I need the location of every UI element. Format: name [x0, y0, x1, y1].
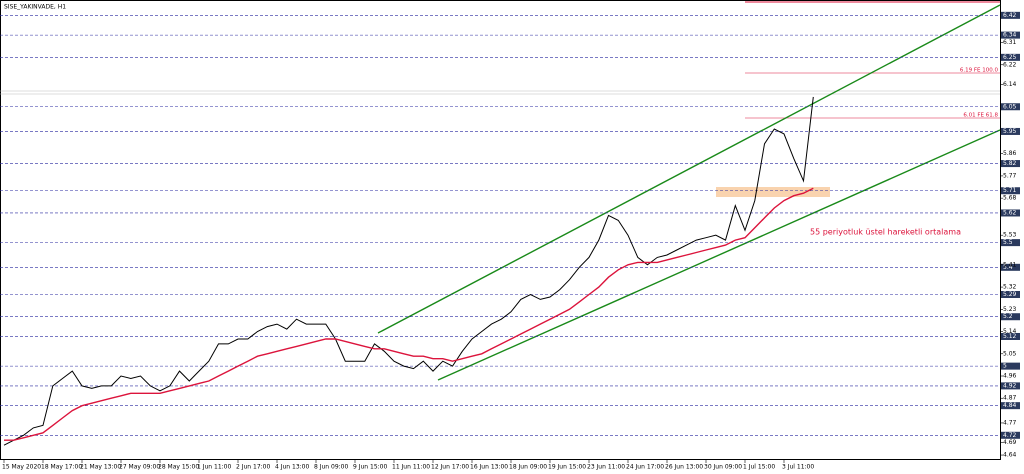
x-tick-label: 11 Jun 11:00	[392, 464, 430, 471]
y-tick-label: 6.14	[1003, 81, 1017, 88]
y-tick-label: 5.14	[1003, 328, 1017, 335]
x-tick-label: 19 Jun 15:00	[548, 464, 586, 471]
y-tick-box	[1001, 31, 1020, 39]
y-tick-box	[1001, 263, 1020, 271]
fib-label: 6.19 FE 100.0	[960, 68, 999, 74]
y-tick-label: 5.82	[1003, 160, 1017, 167]
chart-title: SISE_YAKINVADE, H1	[4, 4, 66, 11]
y-tick-label: 4.87	[1003, 395, 1017, 402]
y-tick-label: 5.2	[1003, 313, 1013, 320]
y-tick-box	[1001, 332, 1020, 340]
y-tick-box	[1001, 127, 1020, 135]
y-tick-label: 5.86	[1003, 150, 1017, 157]
y-tick-box	[1001, 382, 1020, 390]
y-tick-box	[1001, 402, 1020, 410]
x-tick-label: 28 May 15:00	[158, 464, 199, 471]
y-tick-box	[1001, 290, 1020, 298]
y-tick-label: 5.53	[1003, 232, 1017, 239]
series-line	[4, 187, 814, 441]
y-tick-label: 5.32	[1003, 284, 1017, 291]
y-tick-label: 4.96	[1003, 373, 1017, 380]
x-tick-label: 16 Jun 13:00	[470, 464, 508, 471]
y-tick-label: 6.25	[1003, 54, 1017, 61]
channel-line	[437, 129, 1001, 381]
y-tick-box	[1001, 362, 1020, 370]
y-tick-box	[1001, 11, 1020, 19]
x-tick-label: 4 Jun 13:00	[275, 464, 309, 471]
y-tick-label: 5	[1003, 363, 1007, 370]
x-tick-label: 1 Jun 11:00	[197, 464, 231, 471]
y-tick-box	[1001, 431, 1020, 439]
y-tick-label: 5.77	[1003, 172, 1017, 179]
x-tick-label: 27 May 09:00	[119, 464, 160, 471]
y-tick-label: 5.68	[1003, 195, 1017, 202]
y-tick-box	[1001, 53, 1020, 61]
y-tick-label: 5.23	[1003, 306, 1017, 313]
channel-line	[377, 4, 1001, 334]
y-tick-label: 5.29	[1003, 291, 1017, 298]
y-tick-box	[1001, 313, 1020, 321]
y-tick-label: 4.64	[1003, 452, 1017, 459]
x-tick-label: 26 Jun 13:00	[665, 464, 703, 471]
plot-frame	[0, 0, 1001, 460]
y-tick-label: 4.72	[1003, 432, 1017, 439]
zone-box	[716, 187, 830, 197]
y-tick-label: 5.12	[1003, 333, 1017, 340]
x-tick-label: 23 Jun 11:00	[587, 464, 625, 471]
y-tick-label: 4.77	[1003, 419, 1017, 426]
y-tick-label: 6.31	[1003, 39, 1017, 46]
y-tick-box	[1001, 187, 1020, 195]
annotation: 55 periyotluk üstel hareketli ortalama	[810, 228, 961, 237]
y-tick-label: 4.84	[1003, 402, 1017, 409]
x-tick-label: 15 May 2020	[2, 464, 41, 471]
y-tick-label: 6.42	[1003, 12, 1017, 19]
fib-label: 6.01 FE 61.8	[963, 113, 998, 119]
x-tick-label: 8 Jun 09:00	[314, 464, 348, 471]
y-tick-label: 5.71	[1003, 187, 1017, 194]
x-tick-label: 18 May 17:00	[41, 464, 82, 471]
y-tick-box	[1001, 209, 1020, 217]
x-tick-label: 9 Jun 15:00	[353, 464, 387, 471]
x-tick-label: 3 Jul 11:00	[782, 464, 814, 471]
y-tick-label: 4.92	[1003, 382, 1017, 389]
y-tick-label: 5.05	[1003, 350, 1017, 357]
x-tick-label: 12 Jun 17:00	[431, 464, 469, 471]
x-tick-label: 2 Jun 17:00	[236, 464, 270, 471]
y-tick-label: 5.62	[1003, 209, 1017, 216]
y-tick-label: 5.41	[1003, 261, 1017, 268]
x-tick-label: 24 Jun 17:00	[626, 464, 664, 471]
series-line	[3, 96, 814, 446]
y-tick-label: 5.4	[1003, 264, 1013, 271]
y-tick-label: 6.22	[1003, 61, 1017, 68]
y-tick-label: 6.34	[1003, 32, 1017, 39]
x-tick-label: 21 May 13:00	[80, 464, 121, 471]
y-tick-label: 5.5	[1003, 239, 1013, 246]
y-tick-box	[1001, 160, 1020, 168]
y-tick-label: 4.69	[1003, 439, 1017, 446]
y-tick-box	[1001, 239, 1020, 247]
y-tick-box	[1001, 103, 1020, 111]
x-tick-label: 18 Jun 09:00	[509, 464, 547, 471]
x-tick-label: 1 Jul 15:00	[743, 464, 775, 471]
x-tick-label: 30 Jun 09:00	[704, 464, 742, 471]
y-tick-label: 6.05	[1003, 103, 1017, 110]
y-tick-label: 5.95	[1003, 128, 1017, 135]
